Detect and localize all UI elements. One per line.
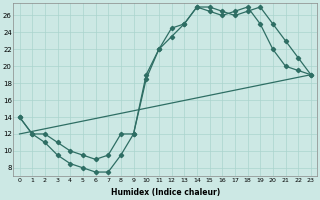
X-axis label: Humidex (Indice chaleur): Humidex (Indice chaleur) <box>111 188 220 197</box>
